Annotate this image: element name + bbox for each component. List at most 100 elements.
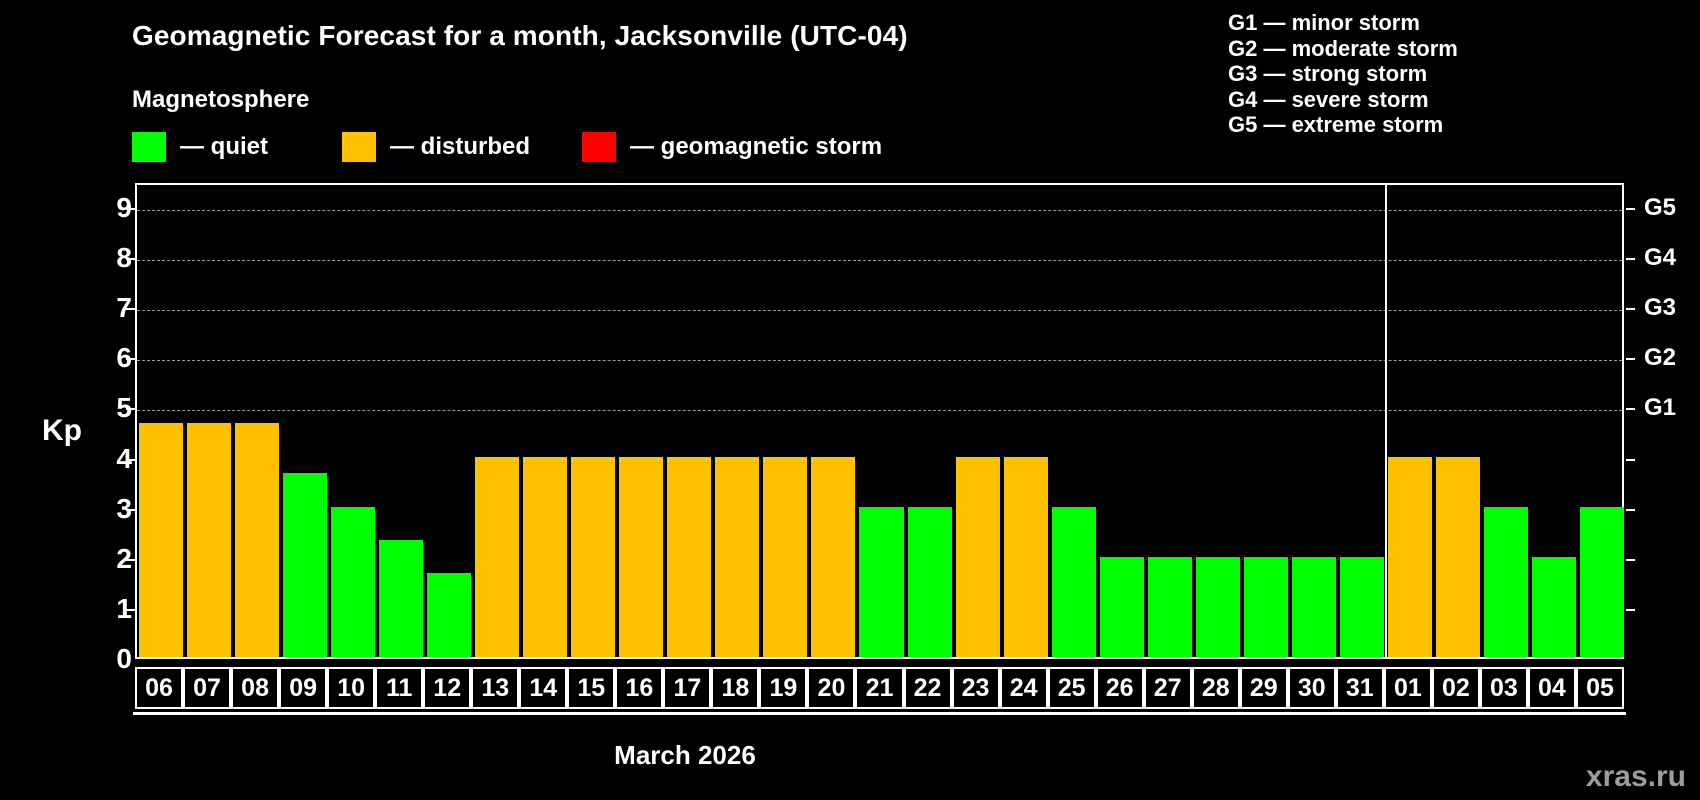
day-label-16-10[interactable]: 16 — [615, 667, 664, 709]
bar-day-25[interactable] — [1051, 506, 1096, 657]
y-tick-mark-right-4 — [1626, 458, 1635, 461]
bar-day-19[interactable] — [763, 456, 808, 657]
day-label-13-7[interactable]: 13 — [471, 667, 520, 709]
legend-swatch-disturbed — [342, 132, 376, 162]
day-label-07-1[interactable]: 07 — [183, 667, 232, 709]
day-label-01-26[interactable]: 01 — [1383, 667, 1432, 709]
bar-day-11[interactable] — [379, 540, 424, 657]
bar-day-23[interactable] — [955, 456, 1000, 657]
y-tick-label-3: 3 — [116, 492, 132, 524]
bar-day-28[interactable] — [1195, 556, 1240, 657]
bar-day-12[interactable] — [427, 573, 472, 657]
bar-day-10[interactable] — [331, 506, 376, 657]
y-tick-mark-right-8 — [1626, 258, 1635, 261]
day-label-19-13[interactable]: 19 — [759, 667, 808, 709]
day-label-05-30[interactable]: 05 — [1575, 667, 1624, 709]
x-axis-baseline — [133, 712, 1626, 715]
bar-day-09[interactable] — [283, 473, 328, 657]
y-tick-mark-2 — [126, 558, 135, 561]
y-tick-mark-8 — [126, 258, 135, 261]
y-tick-mark-right-7 — [1626, 308, 1635, 311]
day-label-23-17[interactable]: 23 — [951, 667, 1000, 709]
g-scale-row-g4: G4 — severe storm — [1228, 86, 1429, 112]
bar-day-18[interactable] — [715, 456, 760, 657]
day-label-28-22[interactable]: 28 — [1191, 667, 1240, 709]
day-label-04-29[interactable]: 04 — [1527, 667, 1576, 709]
legend-item-geomagnetic-storm: — geomagnetic storm — [582, 132, 882, 162]
bar-day-20[interactable] — [811, 456, 856, 657]
gridline-kp-5 — [137, 410, 1622, 412]
day-label-08-2[interactable]: 08 — [231, 667, 280, 709]
y-tick-label-7: 7 — [116, 292, 132, 324]
y-tick-mark-right-3 — [1626, 508, 1635, 511]
legend-item-disturbed: — disturbed — [342, 132, 530, 162]
bar-day-30[interactable] — [1291, 556, 1336, 657]
day-label-27-21[interactable]: 27 — [1143, 667, 1192, 709]
bar-day-21[interactable] — [859, 506, 904, 657]
gridline-kp-9 — [137, 210, 1622, 212]
bar-day-08[interactable] — [235, 423, 280, 657]
bar-day-02[interactable] — [1435, 456, 1480, 657]
day-label-03-28[interactable]: 03 — [1479, 667, 1528, 709]
y-tick-label-9: 9 — [116, 192, 132, 224]
bar-day-29[interactable] — [1243, 556, 1288, 657]
day-label-29-23[interactable]: 29 — [1239, 667, 1288, 709]
day-label-15-9[interactable]: 15 — [567, 667, 616, 709]
legend-swatch-geomagnetic-storm — [582, 132, 616, 162]
day-label-17-11[interactable]: 17 — [663, 667, 712, 709]
y-tick-mark-right-1 — [1626, 608, 1635, 611]
legend-item-quiet: — quiet — [132, 132, 268, 162]
bar-day-26[interactable] — [1099, 556, 1144, 657]
day-label-14-8[interactable]: 14 — [519, 667, 568, 709]
g-scale-row-g1: G1 — minor storm — [1228, 10, 1420, 35]
bar-day-27[interactable] — [1147, 556, 1192, 657]
day-label-20-14[interactable]: 20 — [807, 667, 856, 709]
bar-day-24[interactable] — [1003, 456, 1048, 657]
bar-day-07[interactable] — [187, 423, 232, 657]
y-tick-label-8: 8 — [116, 242, 132, 274]
day-label-30-24[interactable]: 30 — [1287, 667, 1336, 709]
y-tick-label-6: 6 — [116, 342, 132, 374]
day-label-12-6[interactable]: 12 — [423, 667, 472, 709]
y-tick-mark-4 — [126, 458, 135, 461]
y-tick-mark-right-5 — [1626, 408, 1635, 411]
bar-day-01[interactable] — [1387, 456, 1432, 657]
y-tick-mark-right-9 — [1626, 208, 1635, 211]
g-scale-row-g3: G3 — strong storm — [1228, 61, 1428, 86]
day-label-06-0[interactable]: 06 — [135, 667, 184, 709]
month-divider — [1384, 183, 1387, 659]
day-label-21-15[interactable]: 21 — [855, 667, 904, 709]
bar-day-13[interactable] — [475, 456, 520, 657]
gridline-kp-8 — [137, 260, 1622, 262]
bar-day-15[interactable] — [571, 456, 616, 657]
legend-label-disturbed: — disturbed — [390, 133, 531, 160]
day-label-11-5[interactable]: 11 — [375, 667, 424, 709]
g-tick-label-g5: G5 — [1644, 194, 1677, 222]
bar-day-22[interactable] — [907, 506, 952, 657]
bar-series — [137, 183, 1624, 659]
bar-day-16[interactable] — [619, 456, 664, 657]
bar-day-04[interactable] — [1531, 556, 1576, 657]
y-tick-label-2: 2 — [116, 542, 132, 574]
day-label-02-27[interactable]: 02 — [1431, 667, 1480, 709]
day-label-09-3[interactable]: 09 — [279, 667, 328, 709]
bar-day-14[interactable] — [523, 456, 568, 657]
day-label-18-12[interactable]: 18 — [711, 667, 760, 709]
day-label-31-25[interactable]: 31 — [1335, 667, 1384, 709]
bar-day-06[interactable] — [139, 423, 184, 657]
bar-day-05[interactable] — [1579, 506, 1624, 657]
day-label-24-18[interactable]: 24 — [999, 667, 1048, 709]
chart-subtitle: Magnetosphere — [132, 86, 310, 113]
bar-day-17[interactable] — [667, 456, 712, 657]
day-label-25-19[interactable]: 25 — [1047, 667, 1096, 709]
y-tick-mark-9 — [126, 208, 135, 211]
y-tick-mark-7 — [126, 308, 135, 311]
day-label-26-20[interactable]: 26 — [1095, 667, 1144, 709]
y-tick-mark-6 — [126, 358, 135, 361]
bar-day-31[interactable] — [1339, 556, 1384, 657]
y-tick-label-4: 4 — [116, 442, 132, 474]
day-label-22-16[interactable]: 22 — [903, 667, 952, 709]
bar-day-03[interactable] — [1483, 506, 1528, 657]
day-label-10-4[interactable]: 10 — [327, 667, 376, 709]
gridline-kp-6 — [137, 360, 1622, 362]
